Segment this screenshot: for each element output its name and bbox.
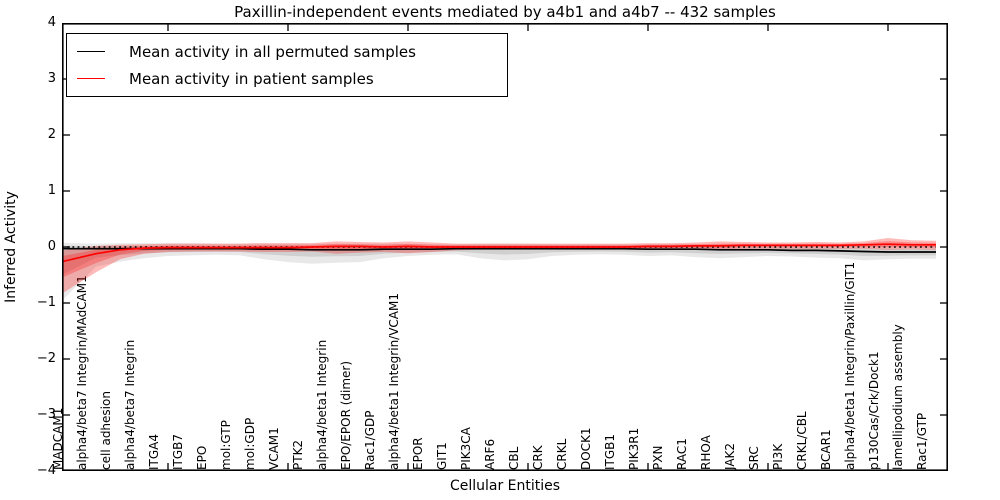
y-tick-label: −4	[36, 463, 56, 478]
legend-label: Mean activity in patient samples	[129, 69, 374, 88]
chart-title: Paxillin-independent events mediated by …	[234, 3, 776, 21]
y-tick-label: 3	[47, 71, 56, 86]
patient-line-sample-icon	[77, 78, 105, 79]
legend-item-patient: Mean activity in patient samples	[67, 65, 507, 92]
y-tick-label: 4	[47, 15, 56, 30]
x-axis-label: Cellular Entities	[449, 478, 561, 494]
y-tick-label: 1	[47, 183, 56, 198]
permuted-band-inner	[62, 245, 936, 275]
permuted-band-outer	[62, 242, 936, 301]
y-tick-label: 0	[47, 239, 56, 254]
y-tick-label: 2	[47, 127, 56, 142]
y-tick-label: −2	[36, 351, 56, 366]
legend-label: Mean activity in all permuted samples	[129, 42, 416, 61]
plot-area	[62, 23, 948, 471]
y-tick-label: −3	[36, 407, 56, 422]
y-axis-label: Inferred Activity	[3, 191, 19, 303]
permuted-line-sample-icon	[77, 51, 105, 52]
patient-band-outer	[62, 238, 936, 294]
legend-item-permuted: Mean activity in all permuted samples	[67, 38, 507, 65]
legend: Mean activity in all permuted samples Me…	[66, 33, 508, 97]
y-tick-label: −1	[36, 295, 56, 310]
permuted-mean-line	[62, 247, 936, 253]
patient-mean-line	[62, 243, 936, 263]
